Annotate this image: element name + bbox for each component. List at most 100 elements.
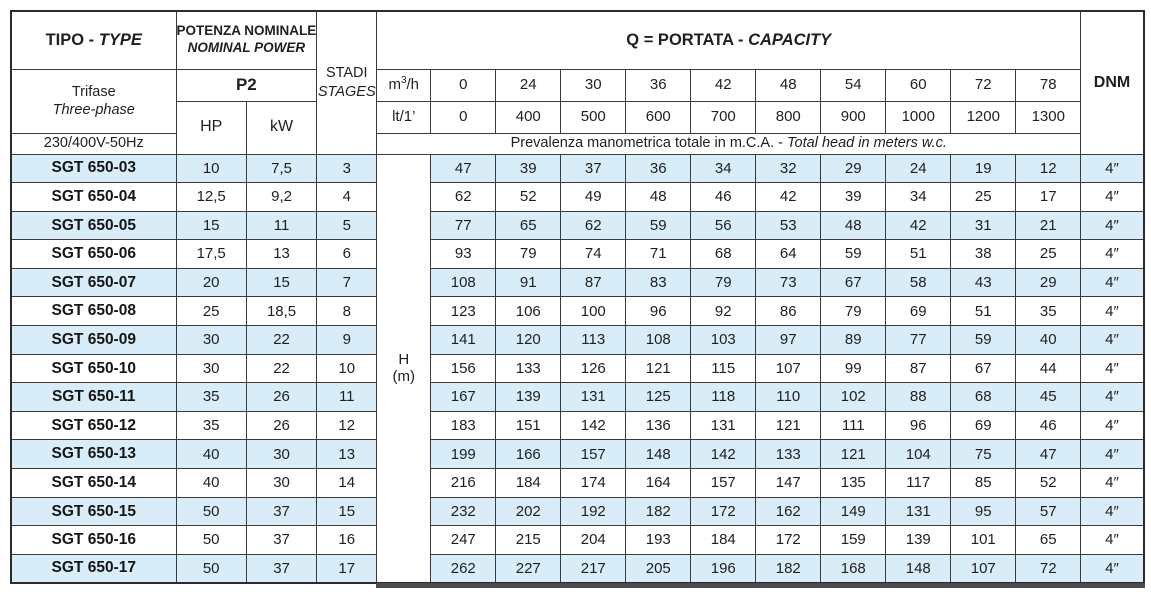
head-value: 92	[690, 296, 757, 327]
pump-model: SGT 650-03	[10, 153, 177, 184]
head-value: 133	[755, 439, 822, 470]
kw-column-header: kW	[245, 100, 318, 155]
dnm-value: 4″	[1080, 525, 1145, 555]
kw-value: 37	[245, 496, 318, 527]
flow-unit-m3h-label: m3/h	[376, 68, 432, 102]
stages-value: 17	[316, 553, 378, 584]
table-row: SGT 650-17 50 37 17 262 227 217 205 196 182 168 148…	[10, 553, 1145, 584]
head-value: 192	[560, 496, 627, 527]
head-value: 172	[755, 525, 822, 555]
head-value: 107	[950, 553, 1017, 584]
table-row: SGT 650-09 30 22 9 141 120 113 108 103 97 89 77 59 40…	[10, 325, 1145, 355]
head-value: 118	[690, 382, 757, 412]
head-value: 97	[755, 325, 822, 355]
pump-model: SGT 650-11	[10, 382, 177, 412]
head-value: 120	[495, 325, 562, 355]
stages-value: 16	[316, 525, 378, 555]
head-value: 104	[885, 439, 952, 470]
head-meters-label: H (m)	[376, 153, 432, 584]
head-value: 123	[430, 296, 497, 327]
pump-model: SGT 650-07	[10, 267, 177, 298]
head-value: 74	[560, 239, 627, 269]
stages-column-header: STADI STAGES	[316, 10, 378, 155]
hp-value: 12,5	[175, 182, 247, 212]
flow-m3h-value: 0	[430, 68, 497, 102]
type-column-header: TIPO - TYPE	[10, 10, 177, 70]
table-row: SGT 650-12 35 26 12 183 151 142 136 131 121 111 96 6…	[10, 410, 1145, 441]
dnm-column-header: DNM	[1080, 10, 1145, 155]
bottom-accent-bar	[375, 582, 1145, 588]
head-value: 202	[495, 496, 562, 527]
flow-lt-value: 900	[820, 100, 887, 134]
head-value: 34	[690, 153, 757, 184]
head-value: 174	[560, 468, 627, 498]
table-row: SGT 650-13 40 30 13 199 166 157 148 142 133 121 104…	[10, 439, 1145, 470]
hp-value: 50	[175, 553, 247, 584]
head-value: 182	[755, 553, 822, 584]
stages-value: 15	[316, 496, 378, 527]
head-value: 69	[950, 410, 1017, 441]
head-value: 205	[625, 553, 692, 584]
head-value: 25	[950, 182, 1017, 212]
hp-value: 30	[175, 353, 247, 384]
head-value: 65	[1015, 525, 1082, 555]
head-value: 227	[495, 553, 562, 584]
dnm-value: 4″	[1080, 153, 1145, 184]
dnm-value: 4″	[1080, 182, 1145, 212]
hp-value: 30	[175, 325, 247, 355]
dnm-value: 4″	[1080, 325, 1145, 355]
pump-model: SGT 650-17	[10, 553, 177, 584]
pump-model: SGT 650-15	[10, 496, 177, 527]
head-value: 157	[560, 439, 627, 470]
head-value: 101	[950, 525, 1017, 555]
stages-value: 9	[316, 325, 378, 355]
head-value: 106	[495, 296, 562, 327]
kw-value: 11	[245, 210, 318, 241]
head-value: 184	[690, 525, 757, 555]
head-value: 151	[495, 410, 562, 441]
dnm-value: 4″	[1080, 410, 1145, 441]
dnm-value: 4″	[1080, 239, 1145, 269]
head-value: 108	[625, 325, 692, 355]
head-value: 51	[885, 239, 952, 269]
head-value: 69	[885, 296, 952, 327]
head-value: 25	[1015, 239, 1082, 269]
head-value: 162	[755, 496, 822, 527]
head-value: 142	[560, 410, 627, 441]
head-value: 148	[625, 439, 692, 470]
head-value: 168	[820, 553, 887, 584]
stages-value: 12	[316, 410, 378, 441]
head-value: 113	[560, 325, 627, 355]
head-value: 57	[1015, 496, 1082, 527]
head-value: 99	[820, 353, 887, 384]
flow-m3h-value: 54	[820, 68, 887, 102]
kw-value: 9,2	[245, 182, 318, 212]
head-value: 117	[885, 468, 952, 498]
head-value: 204	[560, 525, 627, 555]
head-value: 42	[885, 210, 952, 241]
head-value: 95	[950, 496, 1017, 527]
hp-value: 40	[175, 468, 247, 498]
head-value: 32	[755, 153, 822, 184]
kw-value: 37	[245, 553, 318, 584]
head-value: 67	[950, 353, 1017, 384]
hp-value: 50	[175, 496, 247, 527]
stages-value: 14	[316, 468, 378, 498]
head-value: 147	[755, 468, 822, 498]
kw-value: 37	[245, 525, 318, 555]
head-value: 172	[690, 496, 757, 527]
head-value: 37	[560, 153, 627, 184]
head-value: 46	[1015, 410, 1082, 441]
flow-m3h-value: 36	[625, 68, 692, 102]
head-value: 52	[1015, 468, 1082, 498]
dnm-value: 4″	[1080, 296, 1145, 327]
head-value: 108	[430, 267, 497, 298]
hp-value: 25	[175, 296, 247, 327]
head-value: 215	[495, 525, 562, 555]
stages-value: 10	[316, 353, 378, 384]
pump-model: SGT 650-12	[10, 410, 177, 441]
p2-header: P2	[175, 68, 318, 102]
head-value: 126	[560, 353, 627, 384]
head-value: 159	[820, 525, 887, 555]
head-value: 247	[430, 525, 497, 555]
